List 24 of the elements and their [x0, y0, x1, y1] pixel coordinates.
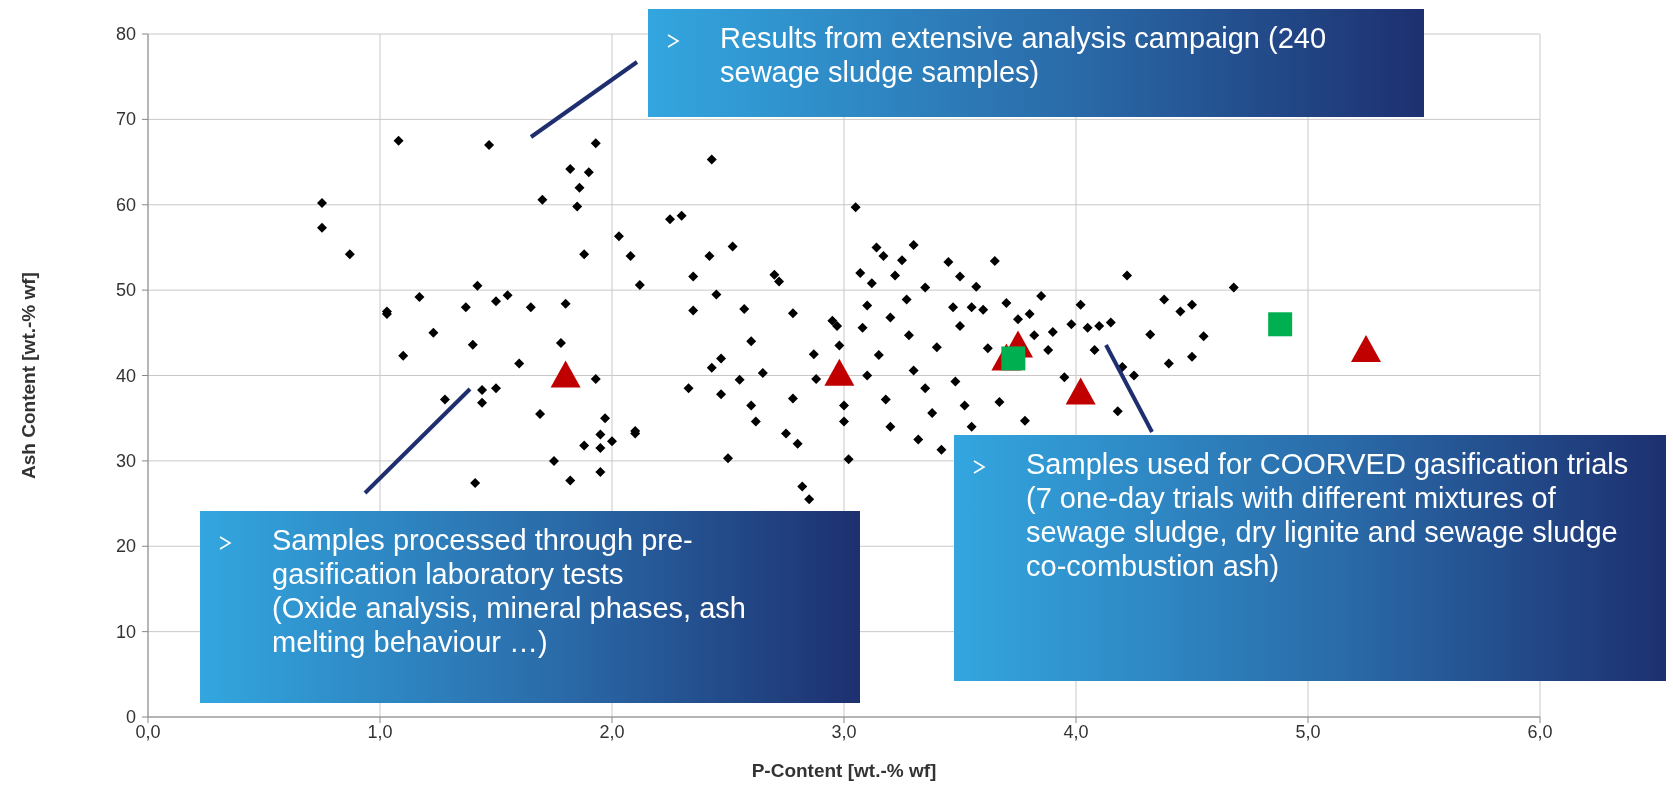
y-tick-label: 40 — [115, 365, 136, 386]
annotation: Results from extensive analysis campaign (240 sewage sludge samples) — [720, 21, 1328, 90]
callout-box: Results from extensive analysis campaign (240 sewage sludge samples) — [648, 9, 1424, 117]
x-tick-label: 2,0 — [599, 721, 625, 742]
x-tick-label: 1,0 — [367, 721, 393, 742]
callout-box: Samples processed through pre-gasification laboratory tests (Oxide analysis, mineral phases, ash melting behaviour …) — [200, 511, 860, 703]
annotation: Samples used for COORVED gasification trials (7 one-day trials with different mixtures of sewage sludge, dry lignite and sewage sludge co-combustion ash) — [1026, 447, 1630, 584]
y-tick-label: 60 — [115, 194, 136, 215]
x-tick-label: 6,0 — [1527, 721, 1553, 742]
y-axis-title: Ash Content [wt.-% wf] — [17, 272, 39, 479]
y-tick-label: 30 — [115, 450, 136, 471]
x-tick-label: 3,0 — [831, 721, 857, 742]
y-tick-label: 50 — [115, 280, 136, 301]
callout-box: Samples used for COORVED gasification trials (7 one-day trials with different mixtures of sewage sludge, dry lignite and sewage sludge co-combustion ash) — [954, 435, 1666, 681]
y-tick-label: 20 — [115, 536, 136, 557]
x-tick-label: 0,0 — [135, 721, 161, 742]
y-tick-label: 70 — [115, 109, 136, 130]
y-tick-label: 10 — [115, 621, 136, 642]
annotation: Samples processed through pre-gasification laboratory tests (Oxide analysis, mineral phases, ash melting behaviour …) — [272, 523, 747, 660]
y-tick-label: 0 — [125, 707, 136, 727]
y-tick-label: 80 — [115, 24, 136, 44]
x-axis-title: P-Content [wt.-% wf] — [751, 760, 937, 781]
x-tick-label: 5,0 — [1295, 721, 1321, 742]
x-tick-label: 4,0 — [1063, 721, 1089, 742]
